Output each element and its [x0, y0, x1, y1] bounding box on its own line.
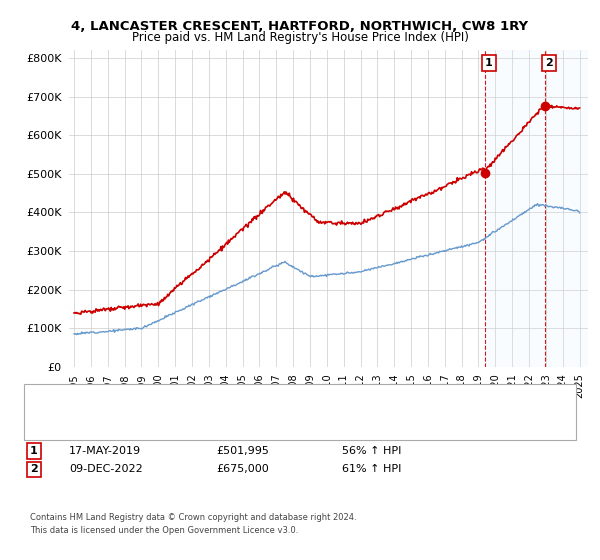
- Text: 4, LANCASTER CRESCENT, HARTFORD, NORTHWICH, CW8 1RY: 4, LANCASTER CRESCENT, HARTFORD, NORTHWI…: [71, 20, 529, 32]
- Text: 56% ↑ HPI: 56% ↑ HPI: [342, 446, 401, 456]
- Text: 17-MAY-2019: 17-MAY-2019: [69, 446, 141, 456]
- Text: 09-DEC-2022: 09-DEC-2022: [69, 464, 143, 474]
- Text: Contains HM Land Registry data © Crown copyright and database right 2024.: Contains HM Land Registry data © Crown c…: [30, 514, 356, 522]
- Text: £501,995: £501,995: [216, 446, 269, 456]
- Text: 2: 2: [545, 58, 553, 68]
- Text: 2: 2: [30, 464, 38, 474]
- Text: £675,000: £675,000: [216, 464, 269, 474]
- Text: ─────: ─────: [42, 409, 79, 422]
- Text: 1: 1: [485, 58, 493, 68]
- Bar: [485, 50, 588, 367]
- Text: 61% ↑ HPI: 61% ↑ HPI: [342, 464, 401, 474]
- Text: 4, LANCASTER CRESCENT, HARTFORD, NORTHWICH, CW8 1RY (detached house): 4, LANCASTER CRESCENT, HARTFORD, NORTHWI…: [93, 390, 510, 400]
- Text: Price paid vs. HM Land Registry's House Price Index (HPI): Price paid vs. HM Land Registry's House …: [131, 31, 469, 44]
- Text: ─────: ─────: [42, 388, 79, 402]
- Text: This data is licensed under the Open Government Licence v3.0.: This data is licensed under the Open Gov…: [30, 526, 298, 535]
- Text: HPI: Average price, detached house, Cheshire West and Chester: HPI: Average price, detached house, Ches…: [93, 410, 428, 421]
- Text: 1: 1: [30, 446, 38, 456]
